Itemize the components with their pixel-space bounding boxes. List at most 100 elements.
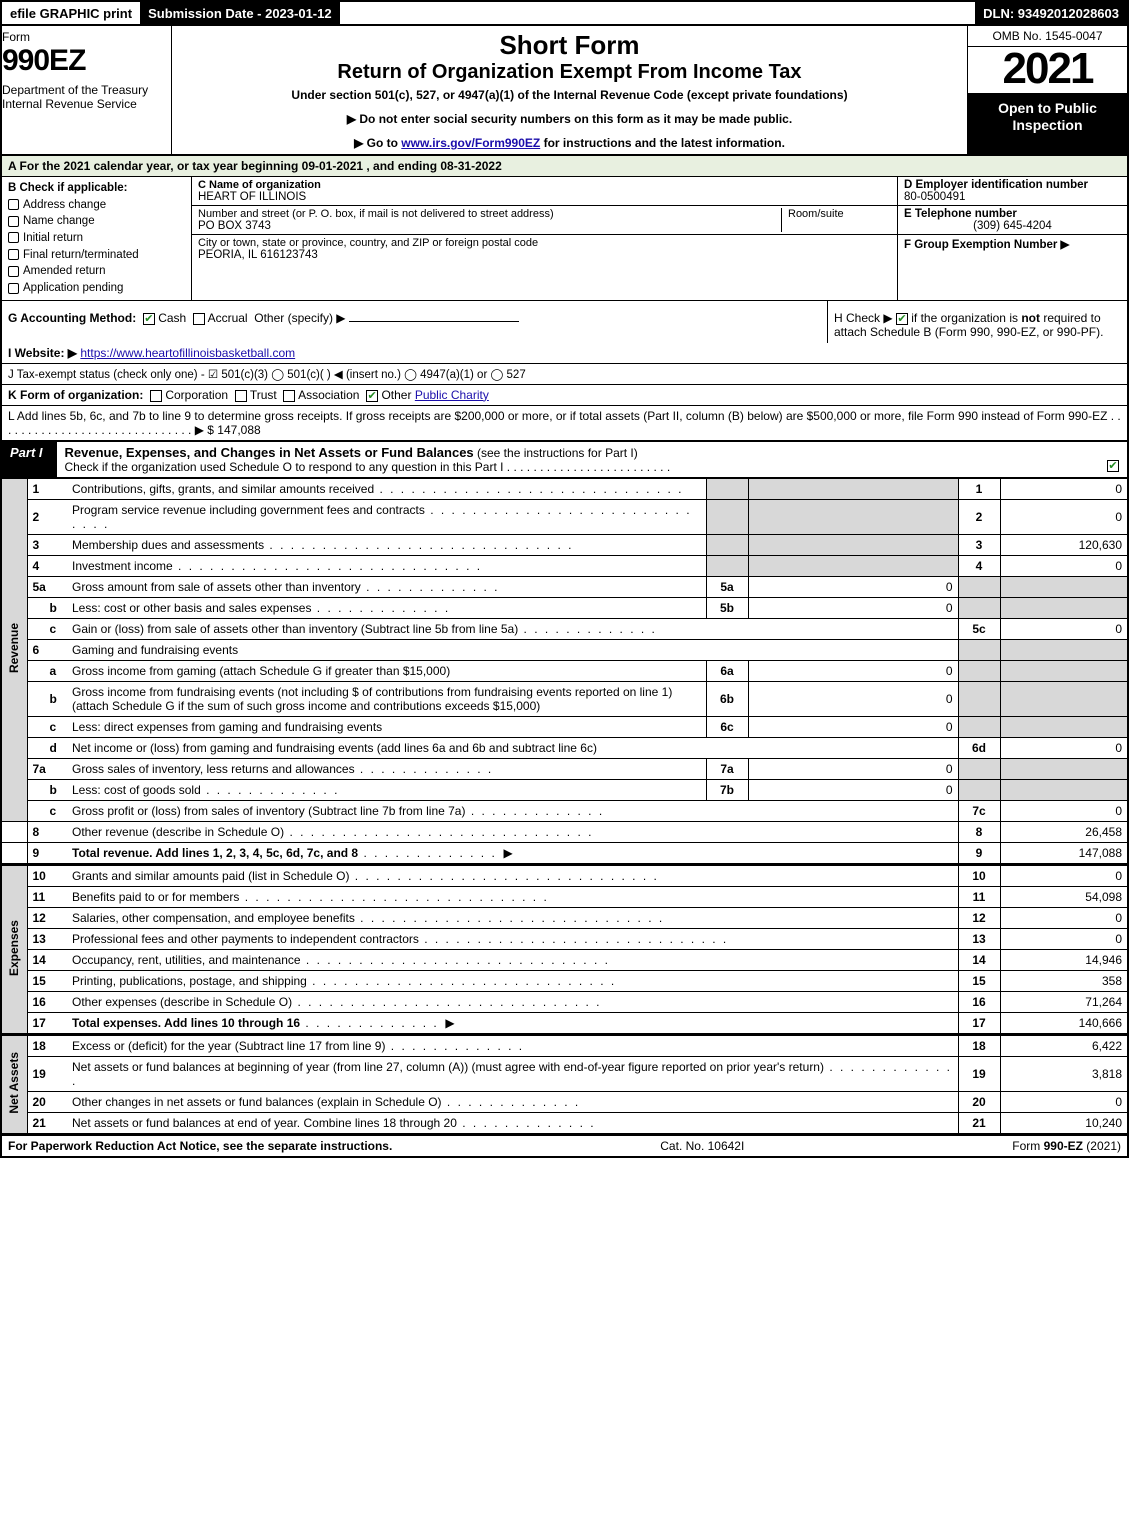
r20-num: 20 xyxy=(27,1091,67,1112)
r13-rv: 0 xyxy=(1000,928,1128,949)
h-not: not xyxy=(1021,311,1040,325)
form-word: Form xyxy=(2,30,163,44)
chk-amended-return[interactable] xyxy=(8,266,19,277)
vtab-expenses: Expenses xyxy=(1,865,27,1034)
line-i: I Website: ▶ https://www.heartofillinois… xyxy=(0,343,1129,363)
row-17: 17 Total expenses. Add lines 10 through … xyxy=(1,1012,1128,1034)
part-i-tag: Part I xyxy=(2,442,57,477)
r6b-mn: 6b xyxy=(706,681,748,716)
row-6c: c Less: direct expenses from gaming and … xyxy=(1,716,1128,737)
r3-rn: 3 xyxy=(958,534,1000,555)
chk-other-org[interactable] xyxy=(366,390,378,402)
r16-desc: Other expenses (describe in Schedule O) xyxy=(67,991,958,1012)
form-id-block: Form 990EZ Department of the Treasury In… xyxy=(2,26,172,154)
r5a-desc: Gross amount from sale of assets other t… xyxy=(67,576,706,597)
r19-num: 19 xyxy=(27,1056,67,1091)
g-other-blank[interactable] xyxy=(349,321,519,322)
k-other-value[interactable]: Public Charity xyxy=(415,388,489,402)
r9-rv: 147,088 xyxy=(1000,842,1128,864)
r7c-num: c xyxy=(27,800,67,821)
row-13: 13 Professional fees and other payments … xyxy=(1,928,1128,949)
chk-corporation[interactable] xyxy=(150,390,162,402)
dept-line2: Internal Revenue Service xyxy=(2,97,137,111)
r17-desc-wrap: Total expenses. Add lines 10 through 16 … xyxy=(67,1012,958,1034)
r11-desc: Benefits paid to or for members xyxy=(67,886,958,907)
r16-rv: 71,264 xyxy=(1000,991,1128,1012)
e-label: E Telephone number xyxy=(904,208,1121,220)
irs-link[interactable]: www.irs.gov/Form990EZ xyxy=(401,136,540,150)
r5c-rn: 5c xyxy=(958,618,1000,639)
row-9: 9 Total revenue. Add lines 1, 2, 3, 4, 5… xyxy=(1,842,1128,864)
part-i-title-sub: (see the instructions for Part I) xyxy=(474,446,638,460)
r21-num: 21 xyxy=(27,1112,67,1134)
chk-cash[interactable] xyxy=(143,313,155,325)
chk-final-return[interactable] xyxy=(8,249,19,260)
r9-desc: Total revenue. Add lines 1, 2, 3, 4, 5c,… xyxy=(72,846,358,860)
main-title: Return of Organization Exempt From Incom… xyxy=(178,61,961,84)
part-i-check-line: Check if the organization used Schedule … xyxy=(65,460,671,474)
row-7c: c Gross profit or (loss) from sales of i… xyxy=(1,800,1128,821)
r7b-mv: 0 xyxy=(748,779,958,800)
ein-value: 80-0500491 xyxy=(904,191,1121,203)
r7a-desc: Gross sales of inventory, less returns a… xyxy=(67,758,706,779)
website-link[interactable]: https://www.heartofillinoisbasketball.co… xyxy=(80,346,295,360)
r5c-rv: 0 xyxy=(1000,618,1128,639)
chk-address-change[interactable] xyxy=(8,199,19,210)
vtab-revenue: Revenue xyxy=(1,478,27,821)
row-6d: d Net income or (loss) from gaming and f… xyxy=(1,737,1128,758)
r9-desc-wrap: Total revenue. Add lines 1, 2, 3, 4, 5c,… xyxy=(67,842,958,864)
section-bcdef: B Check if applicable: Address change Na… xyxy=(0,177,1129,301)
line-g: G Accounting Method: Cash Accrual Other … xyxy=(2,301,827,343)
line-h: H Check ▶ if the organization is not req… xyxy=(827,301,1127,343)
opt-initial-return: Initial return xyxy=(23,232,83,244)
r7a-num: 7a xyxy=(27,758,67,779)
r5a-mv: 0 xyxy=(748,576,958,597)
r5a-num: 5a xyxy=(27,576,67,597)
r12-rn: 12 xyxy=(958,907,1000,928)
efile-print[interactable]: efile GRAPHIC print xyxy=(2,2,140,24)
r1-desc: Contributions, gifts, grants, and simila… xyxy=(67,478,706,499)
r6-num: 6 xyxy=(27,639,67,660)
row-6a: a Gross income from gaming (attach Sched… xyxy=(1,660,1128,681)
open-to-public: Open to Public Inspection xyxy=(968,94,1127,154)
line-j: J Tax-exempt status (check only one) - ☑… xyxy=(0,363,1129,385)
c-city-label: City or town, state or province, country… xyxy=(198,237,891,249)
net-assets-table: Net Assets 18 Excess or (deficit) for th… xyxy=(0,1035,1129,1135)
r3-desc: Membership dues and assessments xyxy=(67,534,706,555)
chk-association[interactable] xyxy=(283,390,295,402)
line-a: A For the 2021 calendar year, or tax yea… xyxy=(0,156,1129,177)
row-21: 21 Net assets or fund balances at end of… xyxy=(1,1112,1128,1134)
r16-rn: 16 xyxy=(958,991,1000,1012)
r5b-mn: 5b xyxy=(706,597,748,618)
chk-accrual[interactable] xyxy=(193,313,205,325)
r5c-num: c xyxy=(27,618,67,639)
chk-initial-return[interactable] xyxy=(8,232,19,243)
chk-application-pending[interactable] xyxy=(8,283,19,294)
chk-schedule-b-not-required[interactable] xyxy=(896,313,908,325)
paperwork-notice: For Paperwork Reduction Act Notice, see … xyxy=(2,1136,398,1156)
r12-rv: 0 xyxy=(1000,907,1128,928)
chk-trust[interactable] xyxy=(235,390,247,402)
chk-name-change[interactable] xyxy=(8,216,19,227)
r14-desc: Occupancy, rent, utilities, and maintena… xyxy=(67,949,958,970)
under-section: Under section 501(c), 527, or 4947(a)(1)… xyxy=(178,88,961,102)
g-other: Other (specify) ▶ xyxy=(254,311,345,325)
r15-desc: Printing, publications, postage, and shi… xyxy=(67,970,958,991)
r6-desc: Gaming and fundraising events xyxy=(67,639,958,660)
r4-num: 4 xyxy=(27,555,67,576)
opt-application-pending: Application pending xyxy=(23,282,123,294)
chk-schedule-o-part-i[interactable] xyxy=(1107,460,1119,472)
r7c-rv: 0 xyxy=(1000,800,1128,821)
ssn-warning: ▶ Do not enter social security numbers o… xyxy=(178,112,961,126)
r13-desc: Professional fees and other payments to … xyxy=(67,928,958,949)
r7b-num: b xyxy=(27,779,67,800)
short-form-title: Short Form xyxy=(178,30,961,61)
line-k: K Form of organization: Corporation Trus… xyxy=(0,385,1129,406)
r2-num: 2 xyxy=(27,499,67,534)
r19-rn: 19 xyxy=(958,1056,1000,1091)
r18-rn: 18 xyxy=(958,1035,1000,1056)
vtab-net-assets: Net Assets xyxy=(1,1035,27,1134)
opt-name-change: Name change xyxy=(23,215,95,227)
r21-rn: 21 xyxy=(958,1112,1000,1134)
r9-rn: 9 xyxy=(958,842,1000,864)
